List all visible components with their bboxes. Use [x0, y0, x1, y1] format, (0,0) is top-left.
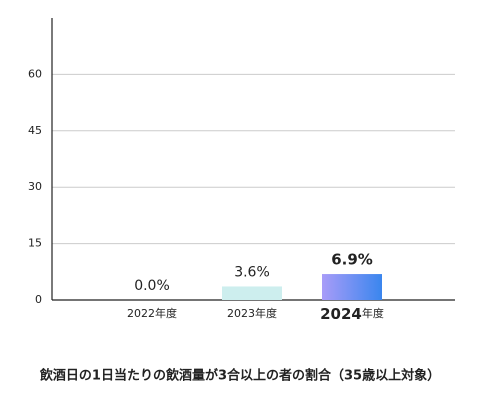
y-tick-label: 60	[28, 67, 42, 80]
y-tick-label: 15	[28, 237, 42, 250]
bar	[222, 286, 282, 300]
chart-title: 飲酒日の1日当たりの飲酒量が3合以上の者の割合（35歳以上対象）	[39, 368, 440, 384]
y-tick-label: 30	[28, 180, 42, 193]
bar	[322, 274, 382, 300]
x-tick-label: 2022年度	[127, 306, 177, 320]
x-tick-label: 2023年度	[227, 306, 277, 320]
value-label: 0.0%	[134, 278, 170, 294]
y-tick-label: 45	[28, 124, 42, 137]
x-tick-label: 2024年度	[320, 305, 384, 323]
value-label: 6.9%	[331, 251, 373, 269]
value-label: 3.6%	[234, 264, 270, 280]
y-tick-label: 0	[35, 293, 42, 306]
